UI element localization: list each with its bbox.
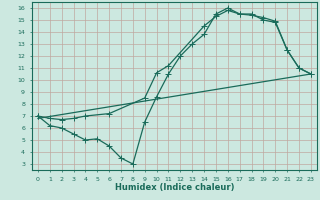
X-axis label: Humidex (Indice chaleur): Humidex (Indice chaleur) xyxy=(115,183,234,192)
